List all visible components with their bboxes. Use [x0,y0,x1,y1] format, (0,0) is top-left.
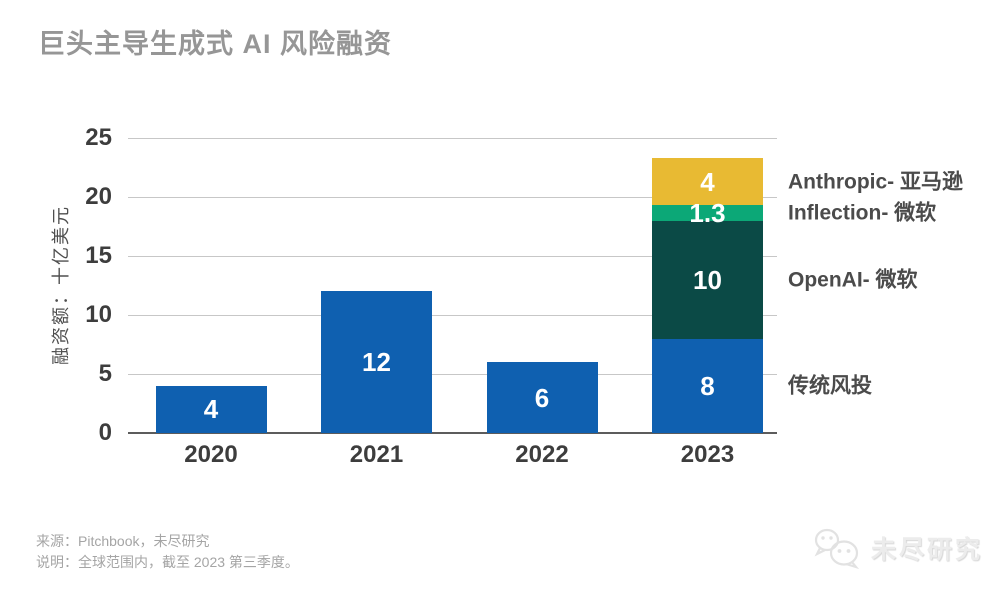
bar-value-label: 10 [693,264,722,295]
wechat-icon [814,528,860,569]
bar-value-label: 1.3 [689,197,726,228]
bar-segment [652,338,763,433]
bar-value-label: 8 [700,370,715,401]
footer: 来源：Pitchbook，未尽研究 说明：全球范围内，截至 2023 第三季度。 [36,531,299,573]
y-tick-label: 15 [85,242,112,269]
legend-label: Anthropic- 亚马逊 [788,170,963,194]
grid-line [128,315,777,316]
bar-segment [652,205,763,221]
source-note: 来源：Pitchbook，未尽研究 [36,533,210,549]
bar-value-label: 6 [534,382,550,413]
axis-baseline [128,432,777,434]
bar-value-label: 4 [203,394,219,425]
grid-line [128,197,777,198]
y-tick-label: 10 [85,301,112,328]
page-title: 巨头主导生成式 AI 风险融资 [38,29,393,59]
bar-segment [321,291,432,433]
y-tick-label: 20 [85,183,112,210]
method-note: 说明：全球范围内，截至 2023 第三季度。 [36,554,299,570]
y-tick-label: 25 [85,124,112,151]
watermark: 未尽研究 [812,527,983,569]
watermark-text: 未尽研究 [871,536,984,564]
y-tick-label: 0 [98,419,112,446]
grid-line [128,256,777,257]
bar-value-label: 12 [362,347,391,378]
bar-segment [486,362,598,433]
bar-value-label: 4 [700,166,715,197]
x-tick-label: 2023 [680,441,735,468]
grid-line [128,138,777,139]
bar-segment [155,385,267,433]
grid-line [128,374,777,375]
legend-label: Inflection- 微软 [788,201,937,225]
bar-segment [652,158,763,206]
x-tick-label: 2022 [515,441,569,468]
x-tick-label: 2020 [184,441,238,468]
legend-label: OpenAI- 微软 [788,268,918,292]
y-tick-label: 5 [98,360,112,387]
bar-segment [652,220,763,339]
x-tick-label: 2021 [349,441,404,468]
y-axis-title: 融资额：十亿美元 [51,205,71,365]
legend-label: 传统风投 [788,374,872,398]
